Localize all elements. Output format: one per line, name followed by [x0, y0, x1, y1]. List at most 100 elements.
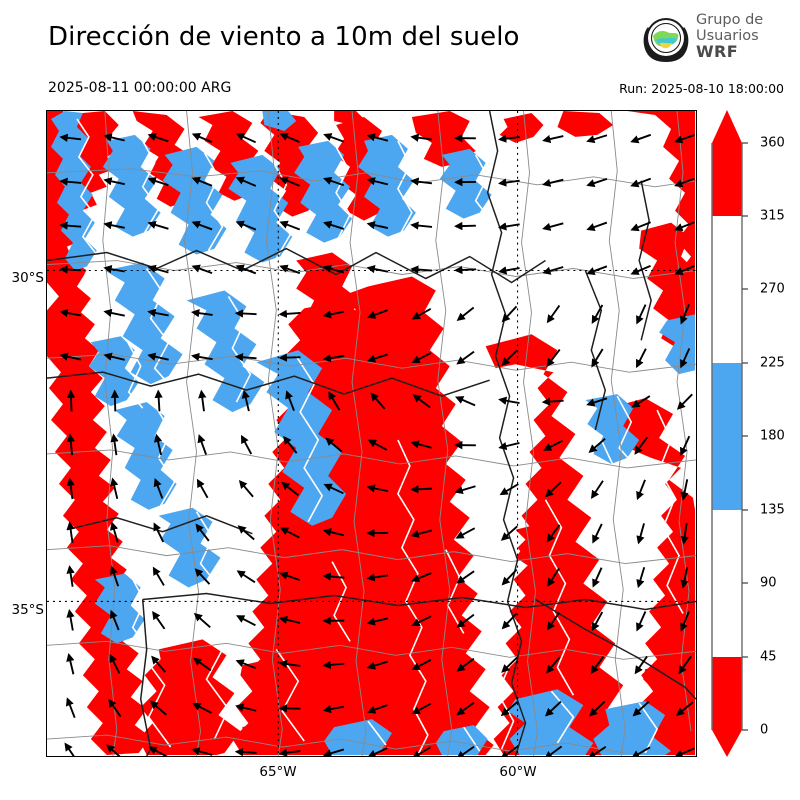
wind-arrow [191, 220, 213, 231]
wind-arrow [194, 568, 211, 585]
wind-arrow [455, 396, 476, 407]
wind-arrow [278, 353, 301, 362]
wind-arrow [235, 264, 257, 275]
emblem-globe-outline [651, 23, 681, 53]
wind-arrow [675, 701, 694, 716]
wind-arrow [236, 615, 256, 627]
colorbar-band-225-315 [712, 216, 742, 363]
colorbar-tick-0: 0 [760, 722, 769, 738]
wind-arrow [500, 745, 519, 756]
wind-vector-arrows [59, 132, 695, 756]
wind-arrow [501, 656, 518, 673]
map-plot-frame[interactable] [46, 110, 697, 757]
wind-arrow [110, 433, 119, 456]
wind-arrow [542, 266, 564, 275]
wind-arrow [680, 611, 690, 632]
wind-arrow [191, 133, 213, 143]
wind-arrow [281, 481, 299, 496]
wind-direction-map[interactable] [47, 111, 696, 756]
wind-arrow [235, 176, 257, 187]
wind-arrow [59, 177, 82, 186]
wind-arrow [454, 485, 476, 495]
wind-arrow [541, 397, 564, 406]
wind-arrow [456, 306, 475, 322]
wind-arrow [636, 611, 647, 632]
wind-arrow [456, 570, 475, 584]
wind-arrow [149, 700, 168, 716]
wind-arrow [103, 221, 125, 230]
wind-arrow [676, 393, 693, 410]
province-borders [47, 111, 696, 756]
wind-arrow [153, 433, 163, 456]
wind-arrow [410, 440, 432, 449]
wind-arrow [454, 221, 476, 231]
wind-arrow [279, 527, 300, 539]
wind-arrow [411, 615, 432, 627]
wind-arrow [235, 659, 257, 670]
wind-arrow [110, 521, 119, 543]
wind-arrow [147, 220, 169, 230]
wind-arrow [366, 573, 389, 582]
wind-arrow [586, 265, 608, 275]
wind-arrow [411, 746, 432, 756]
wind-arrow [66, 521, 75, 543]
wind-arrow [544, 745, 563, 756]
wind-arrow [680, 479, 689, 501]
colorbar[interactable]: 360 315 270 225 180 135 90 45 0 ° [711, 110, 785, 757]
wind-arrow [147, 352, 169, 361]
wind-arrow [323, 176, 345, 187]
wind-arrow [106, 744, 121, 756]
wind-arrow [636, 348, 647, 369]
wind-arrow [190, 352, 213, 362]
wind-arrow [109, 565, 120, 587]
wind-arrow [542, 134, 564, 144]
wind-arrow [237, 525, 255, 541]
wind-arrow [410, 485, 433, 494]
wind-arrow [278, 659, 301, 669]
wind-arrow [279, 132, 300, 143]
wind-arrow [546, 304, 561, 324]
wind-arrow [234, 353, 257, 362]
wind-arrow [191, 264, 213, 274]
wind-arrow [59, 308, 82, 318]
wind-arrow [634, 655, 648, 675]
wind-arrow [154, 389, 163, 412]
wind-arrow [498, 396, 520, 405]
wind-arrow [498, 222, 520, 231]
wind-arrow [498, 134, 520, 143]
wind-arrow [636, 523, 645, 545]
wind-arrow [498, 178, 520, 187]
wind-arrow [278, 309, 301, 319]
wind-arrow [103, 352, 125, 361]
wind-arrow [366, 353, 388, 363]
wind-arrow [636, 567, 646, 589]
wind-arrow [546, 612, 561, 631]
wind-arrow [192, 657, 212, 672]
wind-arrow [367, 309, 388, 319]
wind-arrow [630, 133, 652, 144]
colorbar-tick-45: 45 [760, 649, 777, 665]
logo-line-2: Usuarios [696, 28, 759, 44]
wind-arrow [279, 176, 301, 187]
wind-arrow [322, 310, 345, 319]
wind-arrow [366, 177, 389, 186]
wind-arrow [322, 748, 345, 756]
wind-arrow [455, 527, 476, 539]
wind-arrow [322, 660, 345, 670]
wind-arrow [680, 304, 690, 325]
wind-arrow [630, 177, 652, 188]
wind-arrow [411, 352, 432, 363]
wind-arrow [498, 442, 520, 451]
wind-arrow [322, 264, 345, 274]
wind-arrow [238, 480, 254, 498]
wind-arrow [546, 348, 561, 367]
wind-arrow [110, 477, 119, 500]
wind-arrow [322, 528, 345, 537]
logo-text-block: Grupo de Usuarios WRF [696, 12, 763, 60]
wind-arrow [66, 389, 76, 412]
wind-arrow [631, 395, 651, 408]
wind-arrow [198, 389, 207, 412]
wind-arrow [546, 524, 561, 543]
wind-arrow [234, 309, 257, 318]
wind-arrow [630, 265, 651, 275]
